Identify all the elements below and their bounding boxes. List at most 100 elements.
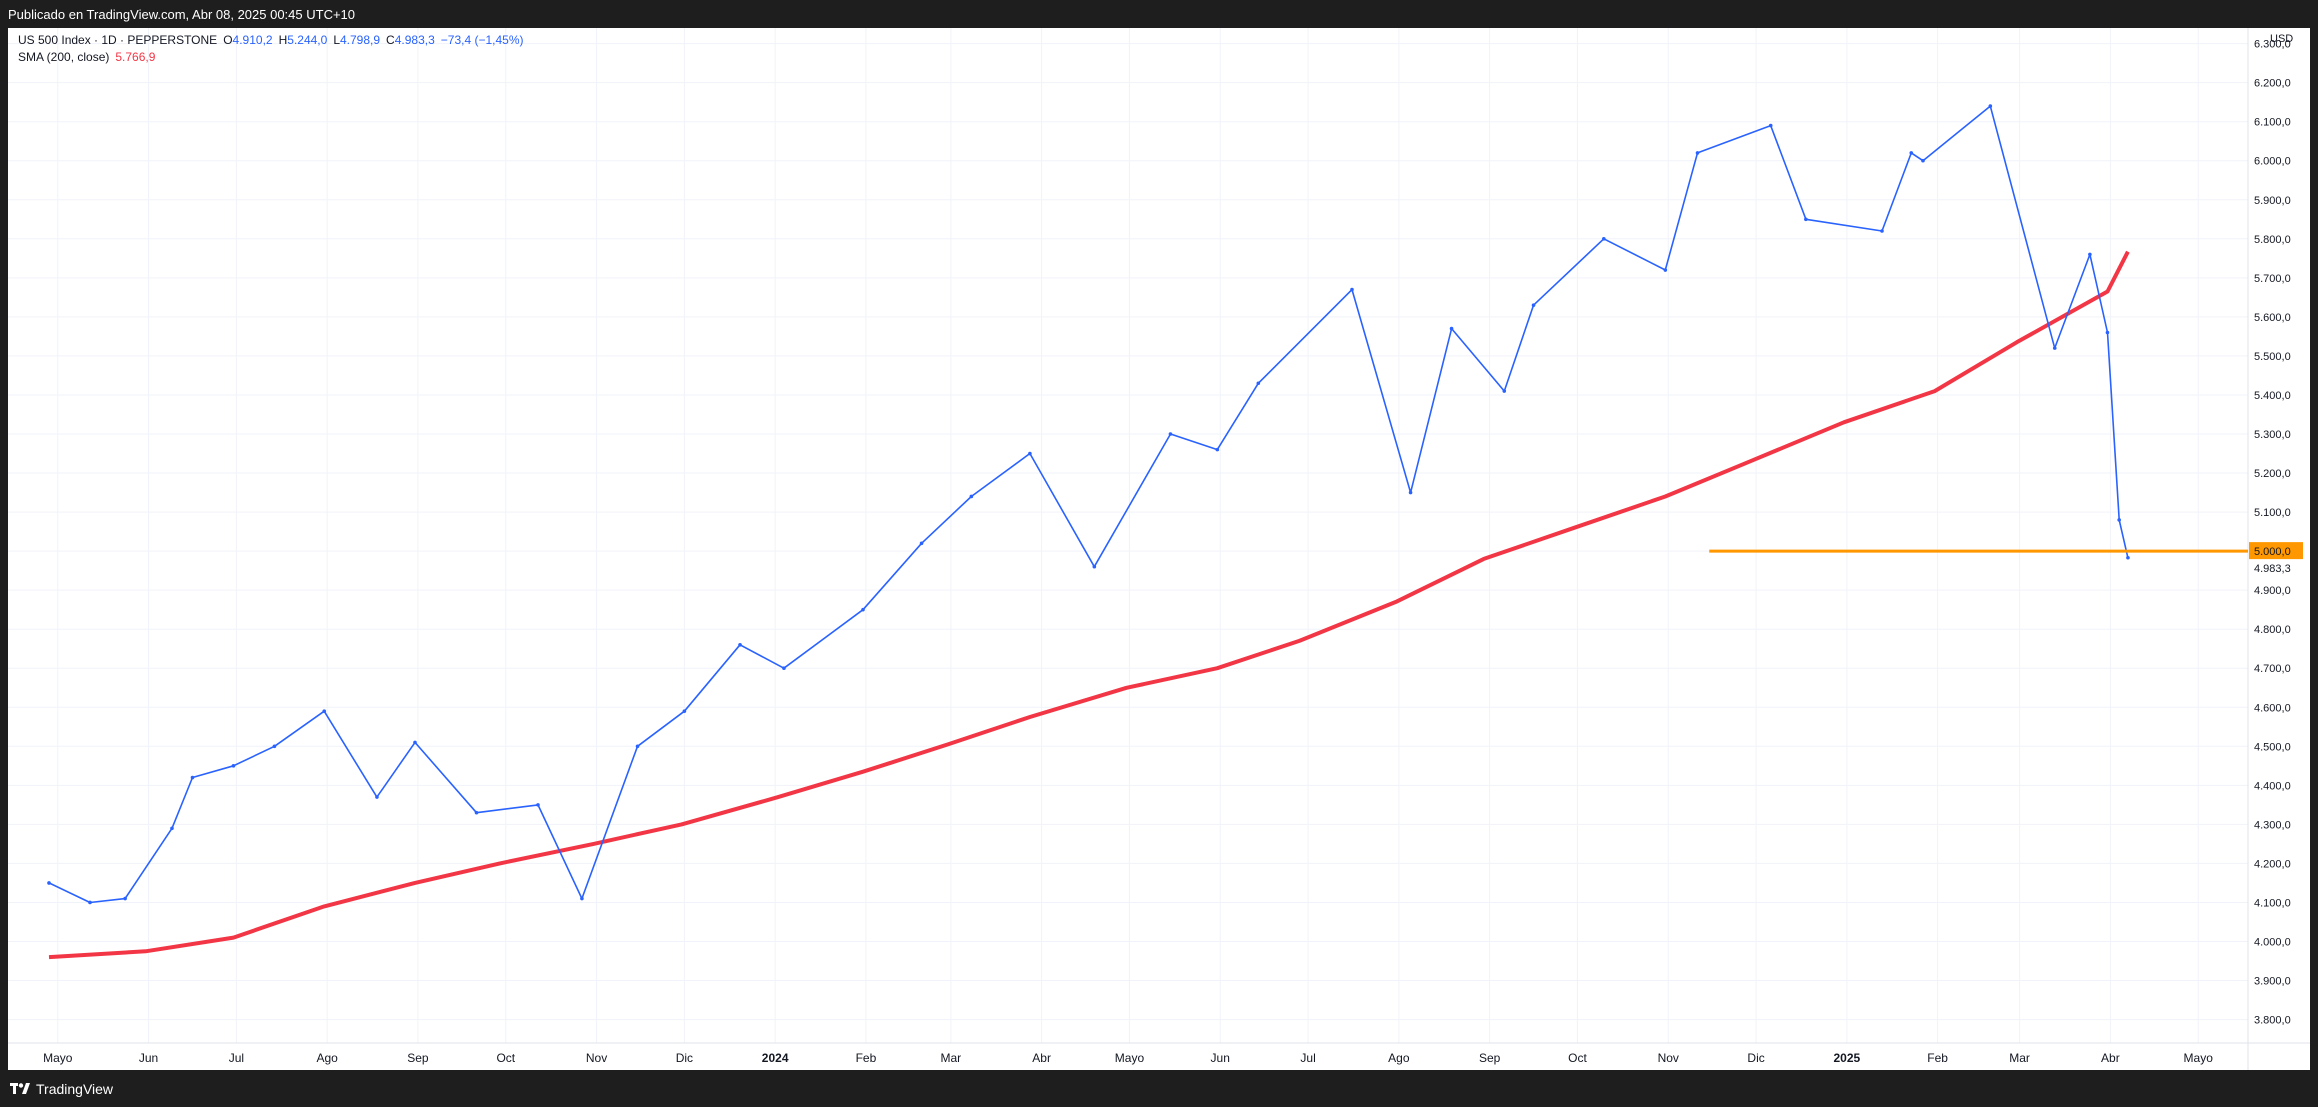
time-tick-label: Jul bbox=[229, 1051, 244, 1065]
time-tick-label: 2024 bbox=[762, 1051, 789, 1065]
time-tick-label: Jun bbox=[139, 1051, 158, 1065]
price-tick-label: 6.300,0 bbox=[2254, 39, 2291, 51]
legend-low-label: L bbox=[333, 33, 340, 47]
legend-low-value: 4.798,9 bbox=[340, 33, 381, 47]
legend-change: −73,4 (−1,45%) bbox=[440, 33, 524, 47]
price-point bbox=[635, 744, 640, 749]
price-point bbox=[413, 740, 417, 745]
price-point bbox=[1663, 268, 1668, 272]
legend-sma-label[interactable]: SMA (200, close) bbox=[18, 50, 110, 64]
price-tick-label: 5.300,0 bbox=[2254, 429, 2291, 441]
footer-bar: TradingView bbox=[0, 1070, 2318, 1107]
price-point bbox=[2117, 518, 2121, 522]
price-point bbox=[2126, 555, 2130, 560]
price-line bbox=[48, 105, 2129, 904]
price-point bbox=[123, 896, 127, 901]
legend-open-value: 4.910,2 bbox=[232, 33, 273, 47]
time-tick-label: Feb bbox=[856, 1051, 877, 1065]
price-point bbox=[1028, 451, 1032, 456]
price-tick-label: 5.100,0 bbox=[2254, 507, 2291, 519]
publish-header: Publicado en TradingView.com, Abr 08, 20… bbox=[0, 0, 2318, 28]
legend-sma-value: 5.766,9 bbox=[115, 50, 156, 64]
price-tick-label: 3.800,0 bbox=[2254, 1015, 2291, 1027]
price-tick-label: 4.400,0 bbox=[2254, 780, 2291, 792]
time-tick-label: Mayo bbox=[43, 1051, 73, 1065]
price-tick-label: 4.900,0 bbox=[2254, 585, 2291, 597]
price-point bbox=[375, 795, 379, 799]
legend-open: O4.910,2 bbox=[223, 32, 272, 49]
last-price-tag bbox=[2249, 560, 2303, 577]
price-point bbox=[1531, 303, 1536, 307]
price-point bbox=[1602, 237, 1606, 241]
price-tick-label: 4.500,0 bbox=[2254, 741, 2291, 753]
time-tick-label: Dic bbox=[1747, 1051, 1764, 1065]
level-price-label: 5.000,0 bbox=[2254, 546, 2291, 558]
price-point bbox=[88, 900, 92, 905]
price-point bbox=[1350, 287, 1354, 292]
price-point bbox=[580, 896, 584, 901]
price-point bbox=[474, 810, 479, 815]
price-point bbox=[1804, 217, 1808, 222]
price-point bbox=[47, 881, 51, 885]
legend-symbol[interactable]: US 500 Index · 1D · PEPPERSTONE bbox=[18, 33, 218, 47]
price-tick-label: 5.500,0 bbox=[2254, 351, 2291, 363]
legend-price-row: US 500 Index · 1D · PEPPERSTONE O4.910,2… bbox=[18, 32, 524, 49]
legend-close-label: C bbox=[386, 33, 395, 47]
price-point bbox=[969, 494, 974, 499]
chart-legend: US 500 Index · 1D · PEPPERSTONE O4.910,2… bbox=[18, 32, 524, 66]
price-tick-label: 4.700,0 bbox=[2254, 663, 2291, 675]
price-point bbox=[272, 744, 277, 749]
price-point bbox=[1880, 229, 1884, 233]
price-point bbox=[2052, 346, 2057, 350]
time-tick-label: Nov bbox=[1658, 1051, 1679, 1065]
price-tick-label: 5.400,0 bbox=[2254, 390, 2291, 402]
legend-high-value: 5.244,0 bbox=[287, 33, 328, 47]
price-point bbox=[861, 607, 865, 612]
price-point bbox=[682, 709, 687, 713]
time-tick-label: Mayo bbox=[1115, 1051, 1145, 1065]
legend-low: L4.798,9 bbox=[333, 32, 380, 49]
sma-200-line bbox=[48, 250, 2130, 960]
price-point bbox=[1921, 158, 1925, 163]
price-point bbox=[1215, 447, 1220, 452]
price-point bbox=[536, 803, 540, 807]
time-tick-label: Sep bbox=[407, 1051, 429, 1065]
time-tick-label: Ago bbox=[1388, 1051, 1410, 1065]
price-point bbox=[738, 643, 742, 647]
time-tick-label: Jul bbox=[1300, 1051, 1315, 1065]
price-tick-label: 4.800,0 bbox=[2254, 624, 2291, 636]
tradingview-brand: TradingView bbox=[36, 1080, 114, 1097]
price-point bbox=[1695, 151, 1700, 155]
price-tick-label: 5.900,0 bbox=[2254, 195, 2291, 207]
time-tick-label: Dic bbox=[676, 1051, 693, 1065]
price-point bbox=[1168, 432, 1173, 436]
tradingview-logo-icon bbox=[10, 1082, 30, 1095]
legend-open-label: O bbox=[223, 33, 233, 47]
price-tick-label: 5.800,0 bbox=[2254, 234, 2291, 246]
legend-high: H5.244,0 bbox=[279, 32, 328, 49]
time-tick-label: Mar bbox=[2009, 1051, 2030, 1065]
time-tick-label: Abr bbox=[2101, 1051, 2120, 1065]
time-tick-label: Sep bbox=[1479, 1051, 1501, 1065]
price-point bbox=[2105, 330, 2110, 335]
price-tick-label: 4.100,0 bbox=[2254, 897, 2291, 909]
price-tick-label: 4.000,0 bbox=[2254, 937, 2291, 949]
last-price-label: 4.983,3 bbox=[2254, 563, 2291, 575]
level-price-tag bbox=[2249, 542, 2303, 560]
price-tick-label: 3.900,0 bbox=[2254, 976, 2291, 988]
price-point bbox=[190, 775, 195, 780]
time-tick-label: 2025 bbox=[1833, 1051, 1860, 1065]
price-tick-label: 6.100,0 bbox=[2254, 117, 2291, 129]
price-point bbox=[231, 764, 236, 768]
price-point bbox=[1408, 490, 1413, 495]
price-tick-label: 6.200,0 bbox=[2254, 78, 2291, 90]
price-tick-label: 4.600,0 bbox=[2254, 702, 2291, 714]
time-tick-label: Nov bbox=[586, 1051, 607, 1065]
price-tick-label: 5.200,0 bbox=[2254, 468, 2291, 480]
chart-frame[interactable]: US 500 Index · 1D · PEPPERSTONE O4.910,2… bbox=[8, 28, 2310, 1070]
time-tick-label: Oct bbox=[496, 1051, 515, 1065]
time-tick-label: Jun bbox=[1211, 1051, 1230, 1065]
price-point bbox=[1092, 564, 1097, 569]
legend-sma-row: SMA (200, close) 5.766,9 bbox=[18, 49, 524, 66]
